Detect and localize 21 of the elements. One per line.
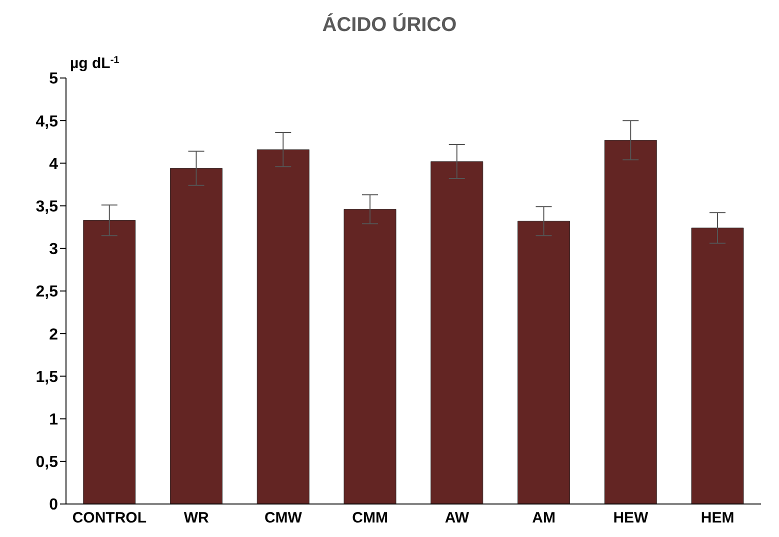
x-tick-label: AW — [444, 510, 470, 527]
chart-title: ÁCIDO ÚRICO — [321, 12, 458, 38]
y-tick-label: 1 — [49, 411, 58, 428]
y-tick-label: 0 — [49, 496, 58, 514]
x-tick-label: HEW — [613, 510, 650, 527]
x-tick-label: WR — [184, 510, 209, 527]
x-tick-label: CMM — [352, 510, 388, 527]
x-tick-label: HEM — [700, 510, 734, 527]
y-tick-label: 1,5 — [36, 368, 58, 386]
y-tick-label: 4,5 — [36, 113, 58, 130]
y-tick-label: 4 — [49, 156, 58, 173]
y-tick-label: 3 — [49, 241, 58, 258]
y-tick-label: 3,5 — [36, 198, 58, 216]
y-tick-label: 0,5 — [36, 454, 58, 472]
y-tick-label: 2,5 — [36, 284, 58, 301]
y-axis-title: µg dL$^{-1}$ — [70, 54, 120, 72]
x-tick-label: CMW — [264, 510, 303, 527]
x-tick-label: AM — [532, 510, 556, 527]
y-tick-label: 2 — [49, 326, 58, 344]
x-tick-label: CONTROL — [72, 510, 147, 527]
y-tick-label: 5 — [49, 70, 58, 88]
